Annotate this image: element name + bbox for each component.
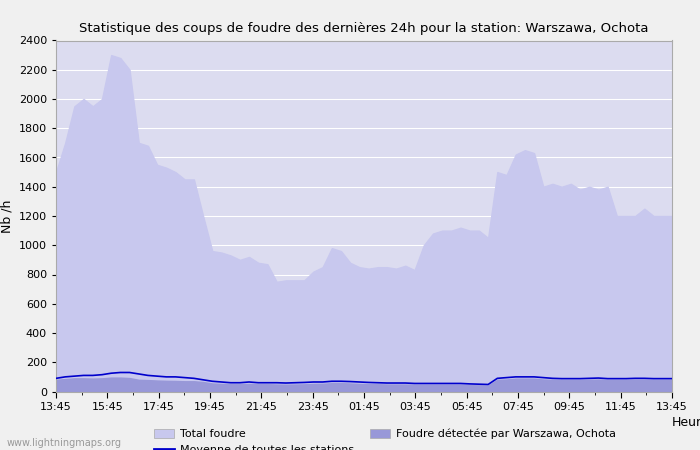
Y-axis label: Nb /h: Nb /h: [0, 199, 13, 233]
Text: www.lightningmaps.org: www.lightningmaps.org: [7, 438, 122, 448]
Text: Heure: Heure: [672, 416, 700, 429]
Legend: Total foudre, Moyenne de toutes les stations, Foudre détectée par Warszawa, Ocho: Total foudre, Moyenne de toutes les stat…: [154, 429, 616, 450]
Title: Statistique des coups de foudre des dernières 24h pour la station: Warszawa, Och: Statistique des coups de foudre des dern…: [79, 22, 649, 35]
